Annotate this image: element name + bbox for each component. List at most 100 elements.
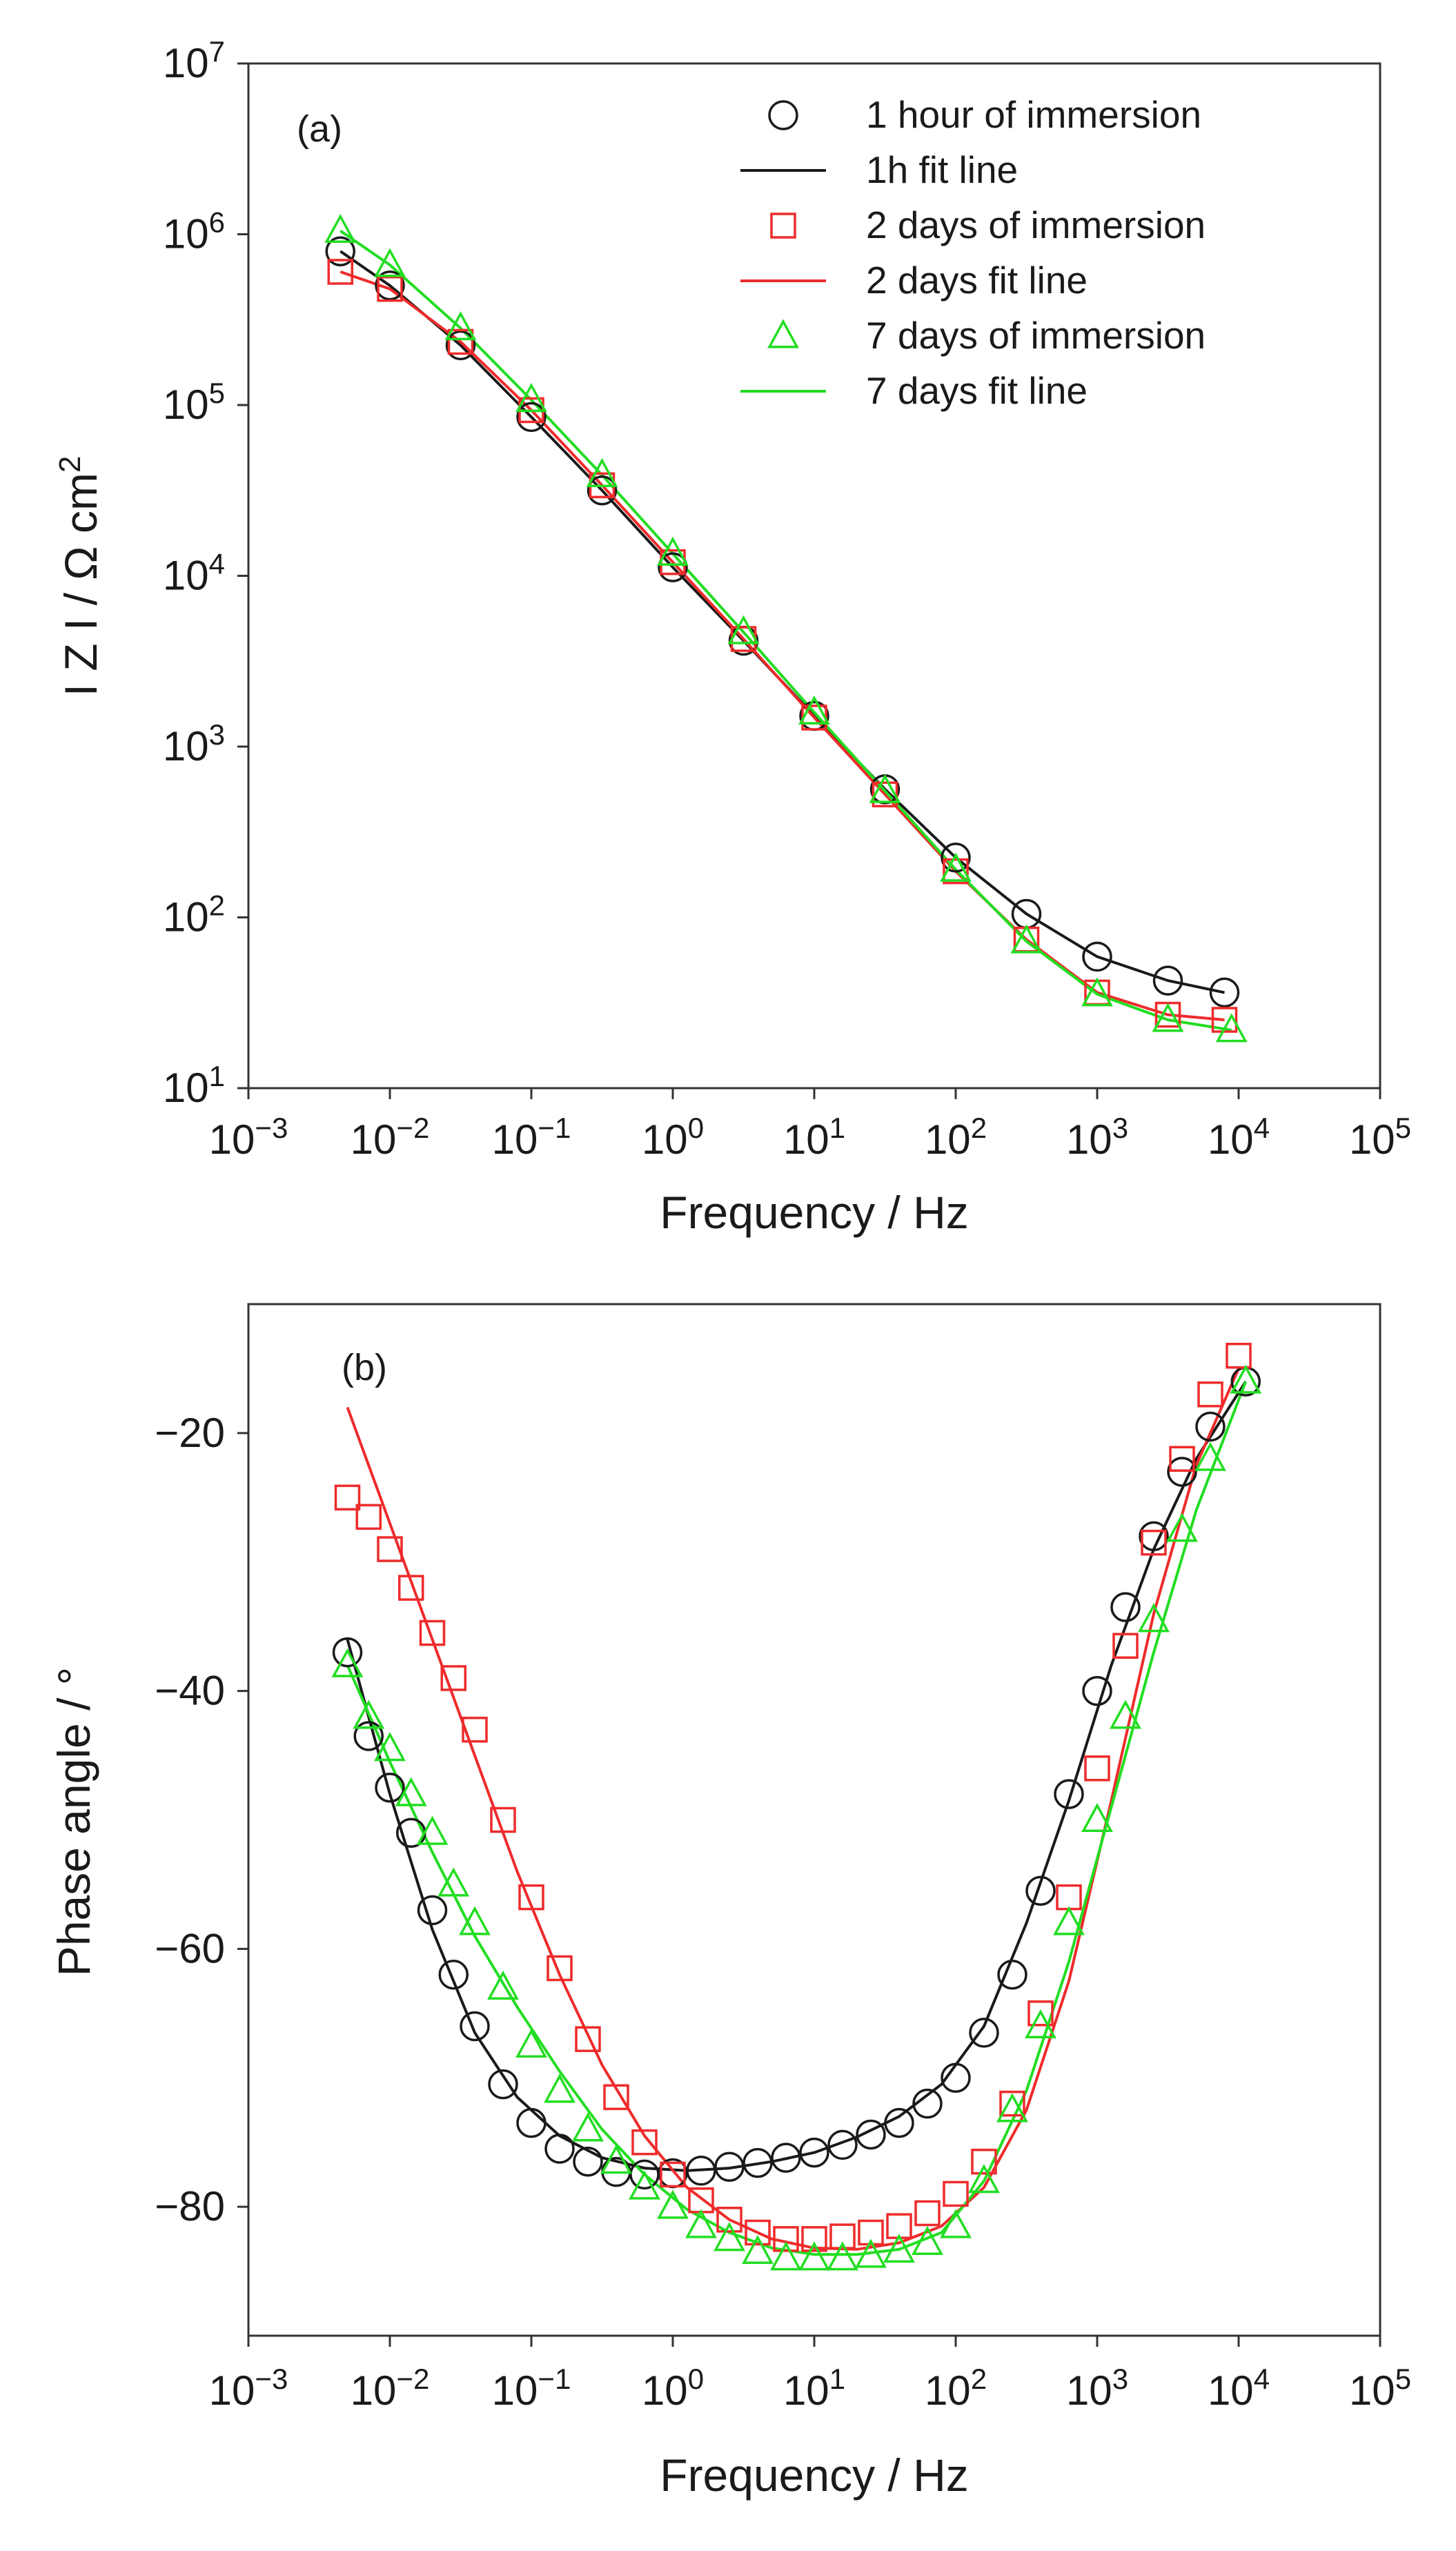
data-point-b	[353, 1700, 385, 1729]
data-point-b	[798, 2241, 830, 2271]
y-tick-label-a: 105	[163, 377, 225, 429]
data-point-a	[1081, 977, 1113, 1007]
x-tick-label-a: 105	[1349, 1112, 1411, 1163]
x-tick-label-b-exp: 5	[1395, 2363, 1411, 2395]
plot-frame-a	[247, 62, 1381, 1090]
y-tick-label-a-exp: 3	[209, 718, 225, 751]
data-point-a	[658, 552, 688, 582]
data-point-b	[827, 2241, 858, 2271]
data-point-b	[997, 1960, 1027, 1990]
x-tick-label-b-base: 10	[351, 2367, 397, 2414]
x-tick-label-b-exp: 0	[688, 2363, 704, 2395]
x-tick-label-a-base: 10	[492, 1116, 538, 1163]
data-point-b	[856, 2119, 886, 2150]
data-point-a	[1152, 1003, 1184, 1032]
y-tick-label-a-exp: 5	[209, 377, 225, 409]
x-tick-label-b: 105	[1349, 2363, 1411, 2414]
data-point-b	[773, 2226, 799, 2252]
y-axis-title-b: Phase angle / °	[48, 1667, 99, 1976]
data-point-b	[600, 2145, 632, 2174]
data-point-b	[771, 2143, 801, 2173]
x-tick-label-a-base: 10	[783, 1116, 829, 1163]
panel-label-a: (a)	[297, 108, 342, 150]
y-axis-title-a-main: I Z I / Ω cm	[55, 473, 106, 696]
data-point-b	[440, 1665, 466, 1691]
x-tick-labels-a: 10−3 10−2 10−1 100 101 102 103 104 105	[209, 1112, 1411, 1163]
data-point-b	[398, 1575, 424, 1601]
data-point-a	[515, 382, 547, 413]
data-point-b	[1110, 1592, 1141, 1622]
data-point-b	[459, 1906, 491, 1936]
data-point-b	[884, 2107, 914, 2138]
panel-label-b: (b)	[342, 1347, 387, 1388]
tick-marks-a	[237, 62, 1381, 1099]
x-tick-label-b-exp: 3	[1112, 2363, 1128, 2395]
legend-label: 7 days of immersion	[866, 314, 1206, 357]
data-point-a	[1010, 924, 1043, 954]
legend-label: 2 days fit line	[866, 259, 1088, 302]
data-point-b	[940, 2209, 972, 2238]
data-point-b	[1141, 1529, 1167, 1556]
y-tick-label-a: 104	[163, 547, 225, 599]
data-point-a	[1209, 977, 1240, 1008]
data-point-b	[353, 1721, 384, 1751]
x-tick-label-a: 102	[925, 1112, 987, 1163]
data-point-b	[660, 2161, 686, 2188]
data-point-a	[324, 213, 357, 244]
x-tick-label-b-base: 10	[1066, 2367, 1112, 2414]
y-axis-title-a: I Z I / Ω cm2	[53, 456, 107, 697]
x-tick-label-a-exp: 5	[1395, 1112, 1411, 1144]
y-tick-label-a-base: 10	[163, 894, 209, 940]
data-point-a	[1211, 1007, 1238, 1033]
data-point-b	[1138, 1603, 1170, 1633]
data-point-b	[943, 2180, 969, 2207]
data-point-b	[827, 2129, 858, 2160]
y-tick-label-a-base: 10	[163, 211, 209, 257]
y-tick-labels-b: −20 −40 −60 −80	[155, 1410, 225, 2229]
x-tick-label-b-exp: 1	[829, 2363, 845, 2395]
x-tick-label-a-base: 10	[209, 1116, 255, 1163]
data-point-a	[1082, 941, 1112, 972]
data-point-b	[395, 1777, 427, 1806]
x-tick-label-a-base: 10	[351, 1116, 397, 1163]
legend-marker	[770, 213, 796, 239]
x-tick-label-a-base: 10	[925, 1116, 971, 1163]
data-point-b	[1169, 1446, 1195, 1472]
data-point-b	[914, 2200, 941, 2227]
data-point-a	[447, 328, 474, 355]
data-point-b	[487, 1970, 519, 2000]
tick-marks-b	[237, 1432, 1381, 2347]
data-point-b	[716, 2207, 742, 2233]
data-point-b	[572, 2112, 604, 2142]
x-tick-label-a: 10−1	[492, 1112, 571, 1163]
data-point-a	[444, 311, 477, 341]
x-tick-label-a: 10−3	[209, 1112, 288, 1163]
legend-label: 7 days fit line	[866, 369, 1088, 412]
x-tick-label-a-exp: −2	[396, 1112, 429, 1144]
y-tick-label-a-base: 10	[163, 553, 209, 599]
x-tick-label-a: 104	[1208, 1112, 1270, 1163]
x-tick-label-a-base: 10	[1349, 1116, 1395, 1163]
data-point-b	[438, 1960, 469, 1990]
x-tick-label-a-exp: −1	[538, 1112, 571, 1144]
data-point-b	[1167, 1457, 1197, 1487]
data-point-b	[1053, 1906, 1085, 1936]
data-point-b	[1025, 1875, 1056, 1907]
legend-label: 1h fit line	[866, 148, 1018, 191]
data-point-b	[855, 2238, 887, 2268]
data-point-b	[374, 1732, 406, 1762]
x-tick-label-b: 10−3	[209, 2363, 288, 2414]
y-tick-label-a-base: 10	[163, 723, 209, 769]
x-tick-label-a: 101	[783, 1112, 845, 1163]
data-point-a	[374, 248, 406, 277]
data-point-b	[462, 1716, 488, 1743]
data-point-b	[1139, 1521, 1169, 1552]
legend-label: 1 hour of immersion	[866, 93, 1201, 136]
data-point-b	[631, 2129, 658, 2156]
data-point-b	[331, 1648, 364, 1677]
x-tick-label-a-exp: 0	[688, 1112, 704, 1144]
y-axis-title-a-sup: 2	[53, 456, 87, 473]
x-tick-label-b-base: 10	[642, 2367, 688, 2414]
y-tick-label-a-base: 10	[163, 1065, 209, 1111]
data-point-b	[1056, 1884, 1082, 1911]
